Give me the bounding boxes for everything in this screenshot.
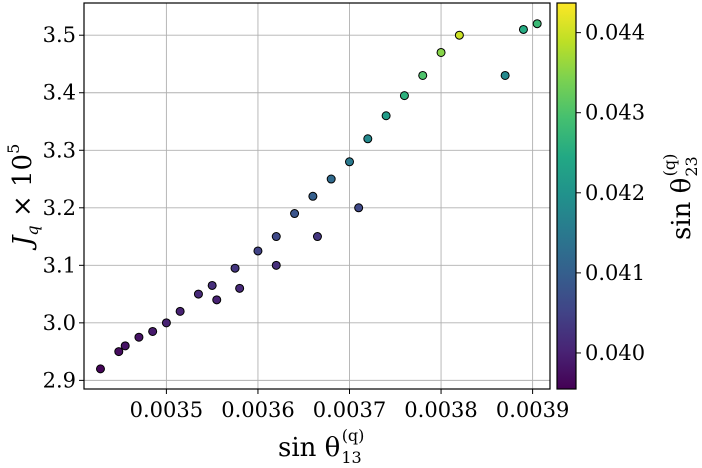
y-tick-label: 2.9 [43,368,76,392]
scatter-point [193,289,203,299]
scatter-point [161,318,171,328]
y-tick-label: 3.3 [43,138,76,162]
scatter-point [114,347,124,357]
scatter-point [363,134,373,144]
colorbar-ticks: 0.040 0.041 0.042 0.043 0.044 [576,21,645,365]
scatter-point [345,157,354,167]
colorbar [556,2,577,390]
colorbar-tick-label: 0.043 [585,101,645,125]
scatter-point [354,203,364,213]
x-tick-label: 0.0035 [130,398,203,422]
scatter-point [271,260,281,270]
scatter-point [120,341,130,351]
scatter-point [532,19,542,29]
scatter-point [235,283,245,293]
scatter-point [212,295,222,305]
x-axis-label: sin θ13 (q) [278,426,364,467]
colorbar-label-sub: 23 [682,156,701,176]
scatter-point [454,30,464,40]
scatter-point [500,70,510,80]
plot-frame [83,2,551,390]
y-tick-label: 3.0 [43,311,76,335]
scatter-point [518,24,528,34]
y-tick-label: 3.2 [43,196,76,220]
scatter-point [175,306,185,316]
scatter-point [148,326,158,336]
colorbar-label: sin θ23(q) [660,154,701,240]
scatter-point [134,332,144,342]
colorbar-tick-label: 0.044 [585,21,645,45]
scatter-point [95,364,105,374]
y-tick-label: 3.4 [43,81,76,105]
x-axis-ticks: 0.0035 0.0036 0.0037 0.0038 0.0039 [130,389,569,422]
scatter-point [312,232,322,242]
y-axis-label: Jq × 105 [4,144,42,251]
x-axis-label-sup: (q) [342,426,365,445]
scatter-point [326,174,336,184]
y-axis-ticks: 2.9 3.0 3.1 3.2 3.3 3.4 3.5 [43,23,84,392]
x-axis-label-sub: 13 [341,448,361,467]
scatter-point [308,191,318,201]
scatter-point [253,246,263,256]
x-tick-label: 0.0038 [404,398,477,422]
x-axis-label-main: sin θ [278,433,340,463]
y-axis-label-main: J [8,234,38,251]
gridlines [84,3,550,389]
colorbar-label-main: sin θ [667,178,697,240]
scatter-point [436,47,446,57]
colorbar-label-sup: (q) [660,154,679,177]
y-axis-label-mid: × 10 [8,154,38,225]
y-axis-label-sub: q [23,225,42,235]
colorbar-tick-label: 0.040 [585,341,645,365]
y-axis-label-sup: 5 [4,144,23,154]
scatter-point [230,263,240,273]
scatter-point [381,111,391,121]
scatter-point [290,209,300,219]
x-tick-label: 0.0036 [221,398,294,422]
y-tick-label: 3.1 [43,253,76,277]
colorbar-tick-label: 0.042 [585,181,645,205]
scatter-point [207,280,217,290]
scatter-point [399,91,409,101]
scatter-point [271,232,281,242]
scatter-point [418,70,428,80]
scatter-points [95,19,542,374]
y-tick-label: 3.5 [43,23,76,47]
x-tick-label: 0.0039 [496,398,569,422]
colorbar-tick-label: 0.041 [585,261,645,285]
x-tick-label: 0.0037 [313,398,386,422]
